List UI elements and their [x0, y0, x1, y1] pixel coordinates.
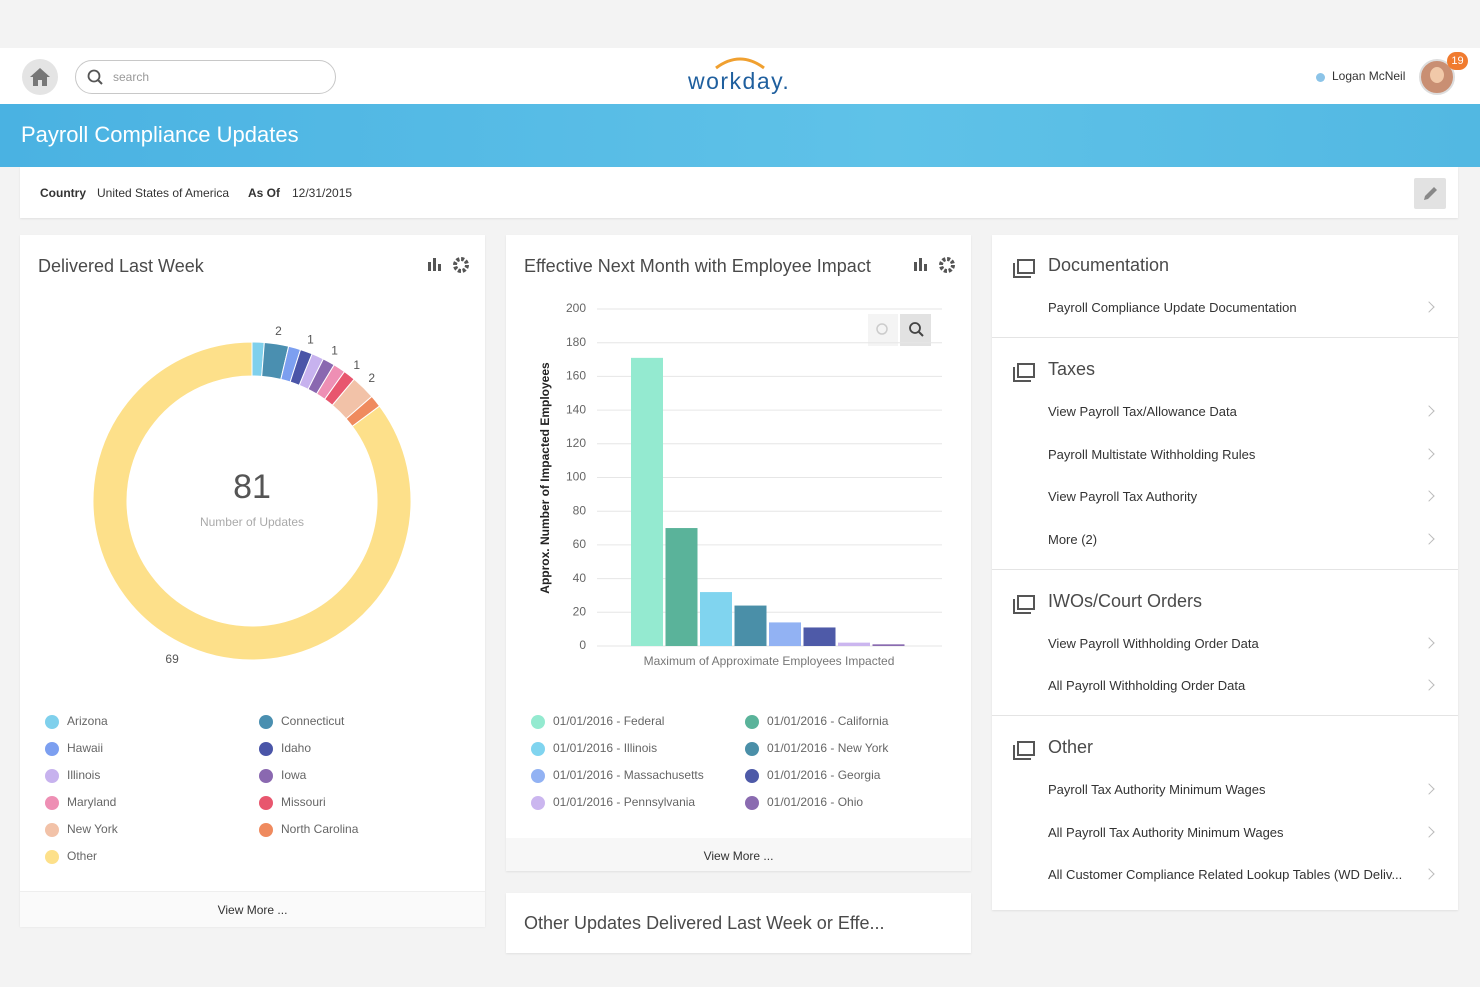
chevron — [1423, 447, 1435, 460]
donut-panel: Delivered Last Week View More ... — [20, 235, 485, 927]
separator — [992, 337, 1458, 338]
section-icon — [1017, 741, 1035, 756]
filter-value: 12/31/2015 — [292, 186, 353, 200]
edit-button[interactable] — [1414, 178, 1446, 209]
section-icon — [1017, 363, 1035, 378]
link[interactable]: Payroll Tax Authority Minimum Wages — [1048, 782, 1266, 797]
link[interactable]: All Payroll Tax Authority Minimum Wages — [1048, 824, 1284, 840]
link[interactable]: View Payroll Withholding Order Data — [1048, 635, 1259, 651]
top-bar: search workday. Logan McNeil 19 — [0, 48, 1480, 104]
zoom-in-button[interactable] — [900, 314, 931, 346]
section-icon — [1017, 259, 1035, 274]
chevron — [1423, 679, 1435, 691]
panel-footer: View More ... — [20, 891, 485, 927]
avatar-face — [1430, 67, 1444, 83]
search-box[interactable]: search — [75, 60, 336, 94]
banner: Payroll Compliance Updates — [0, 104, 1480, 167]
search-icon — [87, 69, 103, 85]
separator — [992, 715, 1458, 716]
section-icon — [1017, 594, 1035, 610]
panel-title: Delivered Last Week — [38, 256, 204, 276]
chevron — [1423, 636, 1435, 649]
chevron — [1423, 532, 1435, 545]
logo[interactable]: workday. — [688, 68, 791, 94]
view-more[interactable]: View More ... — [217, 903, 288, 917]
panel-title: Effective Next Month with Employee Impac… — [524, 256, 871, 276]
user-name[interactable]: Logan McNeil — [1332, 69, 1406, 83]
link[interactable]: View Payroll Tax Authority — [1048, 489, 1198, 504]
chevron — [1423, 868, 1435, 880]
page-title: Payroll Compliance Updates — [21, 122, 299, 147]
search-placeholder: search — [113, 70, 150, 84]
section-title: Other — [1048, 737, 1094, 757]
other-panel: Other Updates Delivered Last Week or Eff… — [506, 893, 971, 953]
link[interactable]: Payroll Compliance Update Documentation — [1048, 300, 1297, 315]
link[interactable]: More (2) — [1048, 531, 1098, 547]
home-button[interactable] — [22, 59, 58, 95]
links-panel: Documentation Payroll Compliance Update D… — [992, 235, 1458, 910]
section-title: Documentation — [1048, 255, 1170, 275]
link[interactable]: All Payroll Withholding Order Data — [1048, 678, 1246, 693]
status-dot — [1316, 73, 1325, 82]
section-title: Taxes — [1048, 359, 1096, 379]
filter-value: United States of America — [97, 186, 230, 200]
zoom-out-button[interactable] — [868, 314, 898, 346]
panel-title: Other Updates Delivered Last Week or Eff… — [524, 913, 885, 933]
home-icon — [30, 68, 50, 86]
link[interactable]: View Payroll Tax/Allowance Data — [1048, 404, 1237, 419]
filter-label: Country — [40, 186, 86, 200]
separator — [992, 568, 1458, 570]
link[interactable]: All Customer Compliance Related Lookup T… — [1048, 867, 1403, 882]
chevron — [1423, 490, 1435, 502]
filter-bar: Country United States of America As Of 1… — [20, 167, 1458, 218]
filter-label: As Of — [248, 186, 281, 200]
pencil-icon — [1424, 187, 1437, 200]
chevron — [1423, 301, 1435, 313]
chevron — [1423, 783, 1435, 795]
section-title: IWOs/Court Orders — [1048, 590, 1203, 611]
chevron — [1423, 405, 1435, 417]
view-more[interactable]: View More ... — [703, 849, 774, 863]
chevron — [1423, 825, 1435, 838]
notification-badge[interactable]: 19 — [1447, 52, 1468, 70]
logo-arc — [715, 57, 765, 70]
bar-panel: Effective Next Month with Employee Impac… — [506, 235, 971, 871]
panel-footer: View More ... — [506, 838, 971, 871]
link[interactable]: Payroll Multistate Withholding Rules — [1048, 446, 1256, 462]
